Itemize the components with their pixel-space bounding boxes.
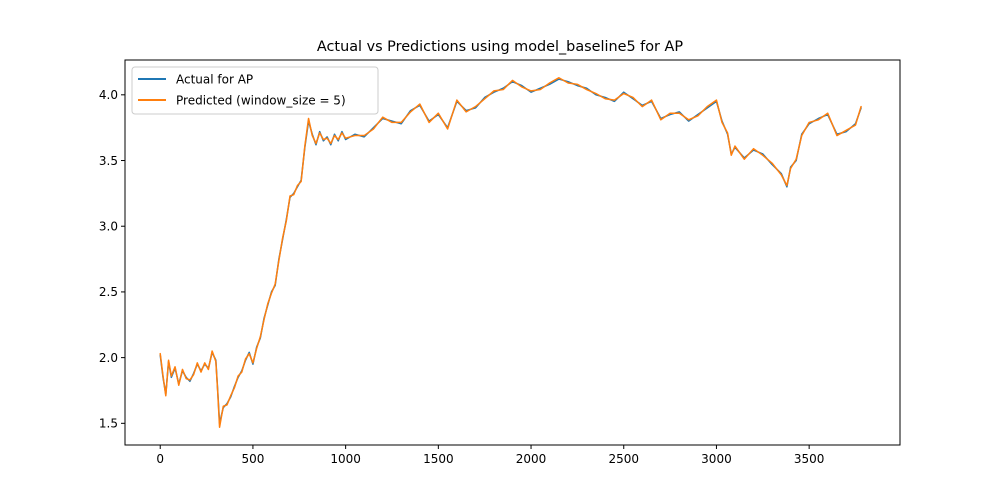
y-tick-label: 2.5 (99, 285, 118, 299)
y-tick-label: 3.5 (99, 154, 118, 168)
x-tick-label: 2000 (516, 452, 547, 466)
y-tick-label: 1.5 (99, 417, 118, 431)
y-tick-label: 3.0 (99, 220, 118, 234)
chart-title: Actual vs Predictions using model_baseli… (317, 39, 683, 55)
x-tick-label: 500 (241, 452, 264, 466)
legend-frame (131, 66, 379, 115)
x-tick-label: 1500 (423, 452, 454, 466)
axes-frame (124, 59, 901, 446)
x-tick-label: 1000 (330, 452, 361, 466)
legend: Actual for AP Predicted (window_size = 5… (131, 66, 379, 115)
series-line-predicted (159, 76, 862, 429)
plot-area (159, 76, 862, 429)
legend-label-predicted: Predicted (window_size = 5) (176, 94, 346, 108)
x-tick-label: 0 (156, 452, 164, 466)
y-tick-label: 4.0 (99, 88, 118, 102)
y-tick-label: 2.0 (99, 351, 118, 365)
x-tick-label: 2500 (608, 452, 639, 466)
axes: 0 500 1000 1500 2000 2500 3000 3500 1.5 2.0 2.5 3.0… (99, 59, 901, 466)
x-tick-label: 3000 (701, 452, 732, 466)
x-tick-label: 3500 (794, 452, 825, 466)
legend-label-actual: Actual for AP (176, 73, 253, 87)
